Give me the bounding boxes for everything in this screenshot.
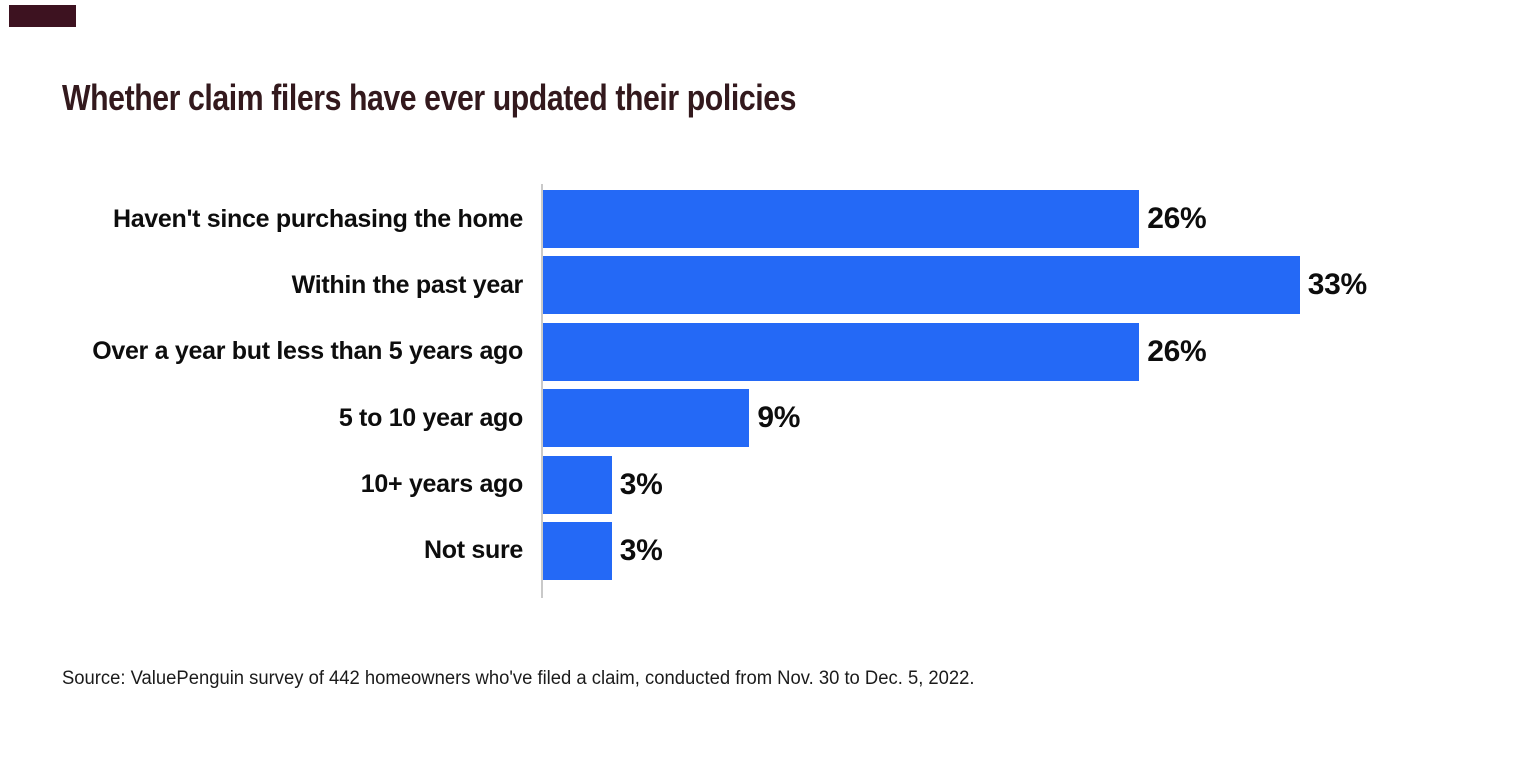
bar bbox=[543, 521, 612, 580]
value-label: 3% bbox=[619, 467, 663, 501]
page-title: Whether claim filers have ever updated t… bbox=[62, 77, 797, 118]
value-label: 9% bbox=[757, 401, 801, 435]
value-label: 26% bbox=[1147, 334, 1207, 368]
bar-row: 10+ years ago 3% bbox=[0, 455, 1520, 514]
category-label: Not sure bbox=[423, 536, 523, 565]
category-label: Within the past year bbox=[291, 270, 524, 299]
y-axis-line bbox=[541, 184, 543, 598]
category-label: 5 to 10 year ago bbox=[338, 403, 523, 432]
value-label: 33% bbox=[1307, 268, 1367, 302]
value-label: 3% bbox=[619, 533, 663, 567]
bar bbox=[543, 256, 1300, 315]
value-label: 26% bbox=[1147, 202, 1207, 235]
bar-row: Over a year but less than 5 years ago 26… bbox=[0, 322, 1520, 381]
bar bbox=[543, 322, 1140, 381]
bar-row: 5 to 10 year ago 9% bbox=[0, 389, 1520, 448]
bar-row: Not sure 3% bbox=[0, 521, 1520, 580]
bar-chart: Haven't since purchasing the home 26% Wi… bbox=[0, 190, 1520, 588]
bar bbox=[543, 389, 750, 448]
bar-row: Haven't since purchasing the home 26% bbox=[0, 190, 1520, 248]
category-label: 10+ years ago bbox=[360, 470, 524, 499]
category-label: Haven't since purchasing the home bbox=[112, 204, 523, 233]
bar bbox=[543, 455, 612, 514]
bar bbox=[543, 190, 1140, 248]
category-label: Over a year but less than 5 years ago bbox=[92, 337, 523, 366]
source-note: Source: ValuePenguin survey of 442 homeo… bbox=[62, 668, 975, 689]
brand-mark bbox=[9, 5, 76, 27]
bar-row: Within the past year 33% bbox=[0, 256, 1520, 315]
